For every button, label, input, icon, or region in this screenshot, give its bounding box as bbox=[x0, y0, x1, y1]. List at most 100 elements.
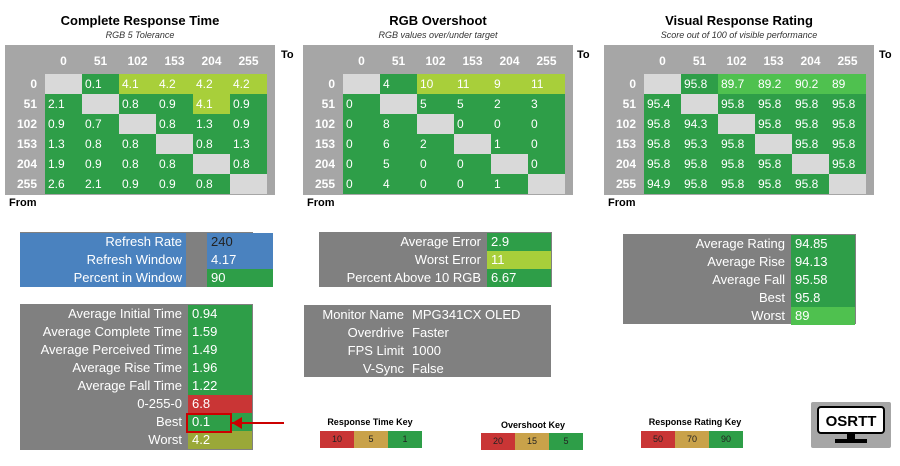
heatmap-cell bbox=[82, 94, 119, 114]
heatmap-cell: 11 bbox=[528, 74, 565, 94]
worst-error-row: Worst Error 11 bbox=[319, 251, 552, 269]
heatmap-cell: 0.9 bbox=[45, 114, 82, 134]
heatmap-cell: 8 bbox=[380, 114, 417, 134]
time-best-label: Best bbox=[155, 414, 182, 429]
heatmap-cell: 95.8 bbox=[755, 154, 792, 174]
heatmap-cell bbox=[417, 114, 454, 134]
heatmap-cell: 4.2 bbox=[156, 74, 193, 94]
heatmap-cell: 4 bbox=[380, 74, 417, 94]
avg-initial-label: Average Initial Time bbox=[68, 306, 182, 321]
rating-key-good: 90 bbox=[709, 431, 743, 448]
avg-rating-value: 94.85 bbox=[791, 235, 855, 253]
rating-to-label: To bbox=[879, 49, 892, 61]
heatmap-row-header: 153 bbox=[16, 137, 37, 151]
avg-rise-time-value: 1.96 bbox=[188, 359, 252, 377]
heatmap-cell: 0.9 bbox=[156, 94, 193, 114]
avg-fall-value: 95.58 bbox=[791, 271, 855, 289]
heatmap-cell bbox=[528, 174, 565, 194]
heatmap-cell: 95.8 bbox=[792, 114, 829, 134]
rating-title: Visual Response Rating bbox=[665, 13, 813, 28]
percent-above-label: Percent Above 10 RGB bbox=[346, 270, 481, 285]
monitor-name-label: Monitor Name bbox=[322, 307, 404, 322]
avg-complete-label: Average Complete Time bbox=[42, 324, 182, 339]
avg-fall-time-label: Average Fall Time bbox=[77, 378, 182, 393]
heatmap-cell: 2 bbox=[417, 134, 454, 154]
heatmap-cell: 89.7 bbox=[718, 74, 755, 94]
heatmap-cell: 95.8 bbox=[718, 154, 755, 174]
heatmap-cell: 0.8 bbox=[119, 134, 156, 154]
rating-best-row: Best 95.8 bbox=[623, 289, 856, 307]
avg-fall-label: Average Fall bbox=[712, 272, 785, 287]
overshoot-title: RGB Overshoot bbox=[389, 13, 487, 28]
rating-worst-label: Worst bbox=[751, 308, 785, 323]
heatmap-cell: 0.9 bbox=[82, 154, 119, 174]
heatmap-cell: 4.2 bbox=[193, 74, 230, 94]
avg-rise-time-label: Average Rise Time bbox=[72, 360, 182, 375]
heatmap-cell: 95.4 bbox=[644, 94, 681, 114]
heatmap-col-header: 204 bbox=[800, 54, 821, 68]
fps-limit-value: 1000 bbox=[412, 343, 441, 358]
heatmap-cell bbox=[718, 114, 755, 134]
heatmap-row-header: 204 bbox=[615, 157, 636, 171]
rating-best-label: Best bbox=[758, 290, 785, 305]
heatmap-cell: 0 bbox=[343, 114, 380, 134]
heatmap-cell: 0 bbox=[454, 114, 491, 134]
rating-best-value: 95.8 bbox=[791, 289, 855, 307]
overshoot-key-mid: 15 bbox=[515, 433, 549, 450]
heatmap-col-header: 0 bbox=[60, 54, 67, 68]
heatmap-cell: 0 bbox=[417, 174, 454, 194]
heatmap-cell bbox=[681, 94, 718, 114]
heatmap-cell: 95.3 bbox=[681, 134, 718, 154]
heatmap-row-header: 153 bbox=[615, 137, 636, 151]
heatmap-row-header: 102 bbox=[615, 117, 636, 131]
heatmap-row-header: 51 bbox=[321, 97, 335, 111]
heatmap-cell: 4 bbox=[380, 174, 417, 194]
response-time-key-mid: 5 bbox=[354, 431, 388, 448]
heatmap-cell: 95.8 bbox=[792, 174, 829, 194]
heatmap-cell: 0.8 bbox=[119, 94, 156, 114]
avg-rise-row: Average Rise 94.13 bbox=[623, 253, 856, 271]
heatmap-cell: 1.3 bbox=[230, 134, 267, 154]
heatmap-cell: 0 bbox=[343, 134, 380, 154]
heatmap-cell: 0.9 bbox=[230, 94, 267, 114]
overdrive-value: Faster bbox=[412, 325, 449, 340]
heatmap-cell: 0 bbox=[454, 174, 491, 194]
response-time-from-label: From bbox=[9, 197, 37, 209]
rating-key: 50 70 90 bbox=[641, 431, 743, 448]
heatmap-cell: 95.8 bbox=[718, 134, 755, 154]
rating-stats-box: Average Rating 94.85 Average Rise 94.13 … bbox=[623, 234, 856, 325]
time-stats-box: Average Initial Time 0.94 Average Comple… bbox=[20, 304, 253, 450]
heatmap-cell bbox=[193, 154, 230, 174]
heatmap-cell bbox=[156, 134, 193, 154]
heatmap-cell: 95.8 bbox=[681, 174, 718, 194]
arrow-head bbox=[232, 417, 242, 429]
heatmap-cell: 95.8 bbox=[829, 154, 866, 174]
heatmap-cell: 95.8 bbox=[644, 114, 681, 134]
avg-fall-time-row: Average Fall Time 1.22 bbox=[20, 377, 253, 395]
heatmap-col-header: 0 bbox=[659, 54, 666, 68]
avg-rise-label: Average Rise bbox=[707, 254, 785, 269]
heatmap-cell: 0.8 bbox=[119, 154, 156, 174]
heatmap-cell bbox=[343, 74, 380, 94]
heatmap-cell: 95.8 bbox=[829, 94, 866, 114]
overshoot-stats-box: Average Error 2.9 Worst Error 11 Percent… bbox=[319, 232, 552, 287]
worst-error-value: 11 bbox=[487, 251, 551, 269]
heatmap-row-header: 102 bbox=[314, 117, 335, 131]
heatmap-cell: 95.8 bbox=[829, 114, 866, 134]
percent-above-value: 6.67 bbox=[487, 269, 551, 287]
response-time-key-title: Response Time Key bbox=[327, 417, 413, 427]
heatmap-cell: 0 bbox=[417, 154, 454, 174]
heatmap-row-header: 0 bbox=[30, 77, 37, 91]
response-time-heatmap: 0 51 102 153 204 255 0 0.1 4.1 4.2 4.2 4.2 51 2.1 0.8 0… bbox=[5, 45, 275, 195]
time-worst-row: Worst 4.2 bbox=[20, 431, 253, 449]
heatmap-cell: 0.8 bbox=[156, 154, 193, 174]
heatmap-col-header: 51 bbox=[692, 54, 707, 68]
heatmap-cell: 2.6 bbox=[45, 174, 82, 194]
heatmap-cell: 1 bbox=[491, 134, 528, 154]
heatmap-col-header: 255 bbox=[837, 54, 858, 68]
heatmap-col-header: 0 bbox=[358, 54, 365, 68]
avg-complete-row: Average Complete Time 1.59 bbox=[20, 323, 253, 341]
heatmap-col-header: 51 bbox=[93, 54, 108, 68]
heatmap-cell: 4.2 bbox=[230, 74, 267, 94]
heatmap-cell: 0.9 bbox=[119, 174, 156, 194]
